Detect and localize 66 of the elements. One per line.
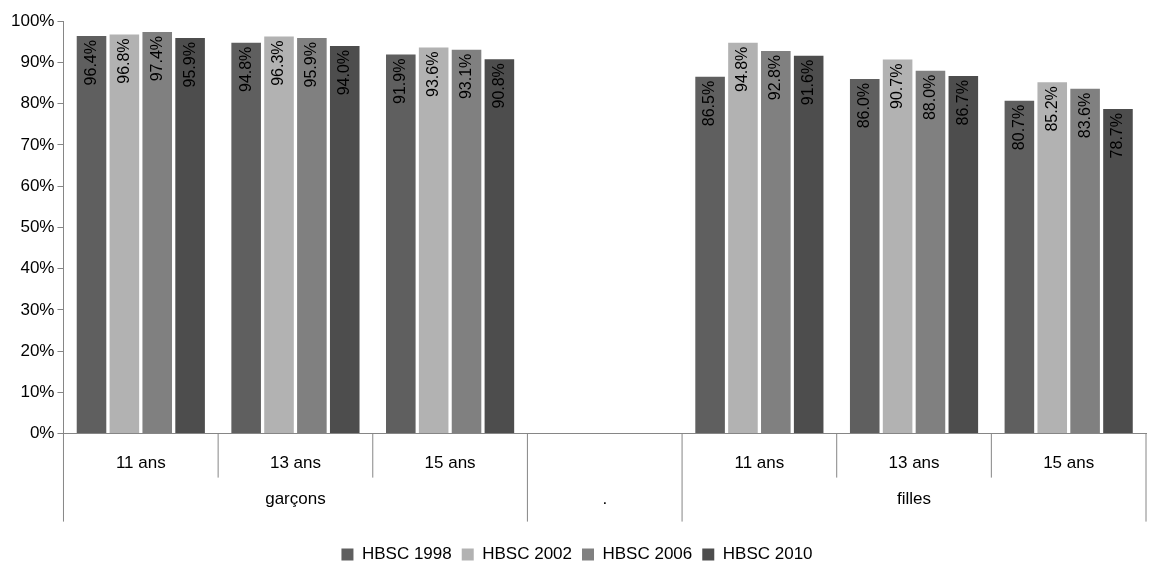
x-tick-label: 13 ans xyxy=(269,453,321,473)
text: filles xyxy=(897,489,932,509)
data-label: 91.6% xyxy=(799,59,817,106)
y-tick-label: 90% xyxy=(20,52,55,72)
text: garçons xyxy=(265,489,326,509)
x-tick-label: 11 ans xyxy=(115,453,166,473)
y-tick-label: 70% xyxy=(20,134,55,154)
y-tick-label: 30% xyxy=(20,299,55,319)
bar xyxy=(948,76,979,434)
y-tick-label: 10% xyxy=(20,382,55,402)
bar xyxy=(386,54,416,434)
data-label: 85.2% xyxy=(1042,86,1060,132)
data-label: 90.7% xyxy=(888,63,906,109)
y-tick-label: 0% xyxy=(29,423,55,443)
bar xyxy=(76,36,107,434)
data-label: 94.0% xyxy=(335,49,353,96)
bar xyxy=(264,36,294,434)
bar xyxy=(1037,82,1068,434)
data-label: 90.8% xyxy=(489,63,507,109)
data-label: 86.5% xyxy=(700,80,718,127)
bar xyxy=(231,42,261,434)
bar xyxy=(882,59,913,434)
data-label: 83.6% xyxy=(1075,92,1093,139)
data-label: 96.8% xyxy=(114,38,132,84)
x-tick-label: 13 ans xyxy=(888,453,940,473)
data-label: 86.7% xyxy=(953,80,971,126)
text: . xyxy=(602,489,608,509)
y-tick-label: 100% xyxy=(11,10,55,30)
data-label: 95.9% xyxy=(180,42,198,88)
data-label: 96.3% xyxy=(269,40,287,86)
data-label: 97.4% xyxy=(147,35,165,82)
x-tick-label: 15 ans xyxy=(1043,453,1095,473)
data-label: 94.8% xyxy=(236,46,254,93)
y-tick-label: 60% xyxy=(20,175,55,195)
data-label: 86.0% xyxy=(855,82,873,129)
bar xyxy=(175,38,205,434)
legend-label: HBSC 1998 xyxy=(361,544,452,564)
x-tick-label: 11 ans xyxy=(734,453,785,473)
data-label: 93.6% xyxy=(424,51,442,97)
data-label: 95.9% xyxy=(302,42,320,88)
bar xyxy=(695,76,725,434)
bar xyxy=(484,59,515,434)
y-tick-label: 50% xyxy=(20,217,55,237)
bar xyxy=(1004,100,1035,434)
bar xyxy=(1103,109,1133,434)
y-tick-label: 20% xyxy=(20,340,55,360)
bar xyxy=(418,47,449,434)
legend-label: HBSC 2006 xyxy=(602,544,693,564)
bar xyxy=(109,34,140,434)
data-label: 91.9% xyxy=(391,58,409,104)
data-label: 78.7% xyxy=(1108,113,1126,159)
data-label: 88.0% xyxy=(920,74,938,121)
x-tick-label: 15 ans xyxy=(424,453,476,473)
y-tick-label: 80% xyxy=(20,93,55,113)
data-label: 92.8% xyxy=(766,54,784,101)
data-label: 80.7% xyxy=(1009,104,1027,151)
bar xyxy=(849,78,880,434)
data-label: 93.1% xyxy=(456,53,474,100)
data-label: 96.4% xyxy=(81,40,99,86)
y-tick-label: 40% xyxy=(20,258,55,278)
legend-label: HBSC 2002 xyxy=(482,544,573,564)
bar xyxy=(728,42,758,434)
legend-label: HBSC 2010 xyxy=(722,544,813,564)
bar xyxy=(793,55,824,434)
bar xyxy=(329,45,360,434)
data-label: 94.8% xyxy=(733,46,751,93)
